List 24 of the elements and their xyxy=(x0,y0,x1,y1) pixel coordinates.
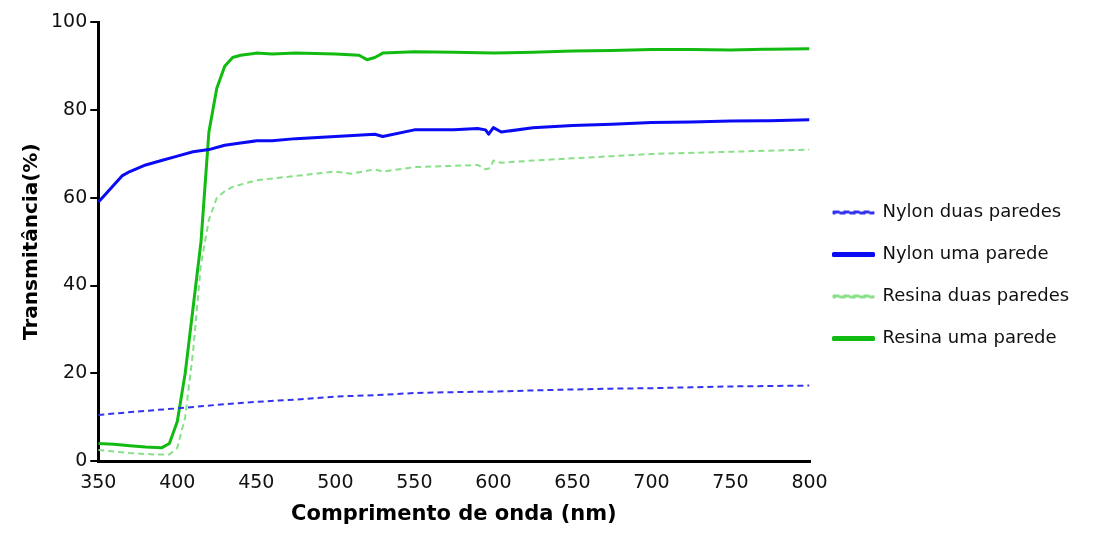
y-tick-label: 100 xyxy=(51,9,88,32)
line-series xyxy=(98,384,810,416)
x-axis-title: Comprimento de onda (nm) xyxy=(291,500,617,525)
y-tick-label: 40 xyxy=(63,272,88,295)
line-series xyxy=(98,148,810,456)
x-tick-label: 550 xyxy=(396,470,433,493)
x-tick-label: 750 xyxy=(712,470,749,493)
y-tick-label: 60 xyxy=(63,184,88,207)
x-tick-label: 700 xyxy=(633,470,670,493)
x-tick-label: 600 xyxy=(475,470,512,493)
x-tick-label: 450 xyxy=(238,470,275,493)
legend-label: Nylon uma parede xyxy=(882,242,1049,264)
x-tick-label: 500 xyxy=(317,470,354,493)
legend-label: Resina duas paredes xyxy=(882,284,1070,306)
y-tick-label: 0 xyxy=(75,447,88,470)
y-axis-title: Transmitância(%) xyxy=(18,143,43,340)
legend-label: Nylon duas paredes xyxy=(882,200,1062,222)
y-tick-label: 80 xyxy=(63,97,88,120)
y-tick-label: 20 xyxy=(63,360,88,383)
legend-label: Resina uma parede xyxy=(882,326,1057,348)
x-tick-label: 650 xyxy=(554,470,591,493)
x-tick-label: 400 xyxy=(159,470,196,493)
x-tick-label: 350 xyxy=(80,470,117,493)
x-tick-label: 800 xyxy=(791,470,828,493)
